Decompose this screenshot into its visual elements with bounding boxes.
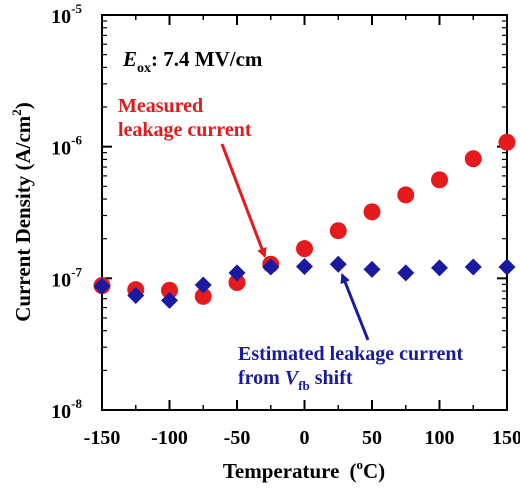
x-tick-label: 150 (492, 427, 520, 449)
y-tick-label: 10-8 (51, 396, 82, 423)
measured-annotation-line2: leakage current (118, 119, 252, 141)
measured-arrow (220, 143, 267, 259)
x-tick-label: -100 (151, 427, 188, 449)
x-tick-label: -150 (84, 427, 121, 449)
measured-point (363, 203, 381, 221)
y-tick-label: 10-7 (51, 264, 82, 291)
x-axis-label: Temperature (oC) (223, 457, 385, 483)
estimated-arrow (340, 273, 370, 341)
estimated-point (228, 264, 246, 282)
measured-point (194, 287, 212, 305)
x-tick-label: 0 (300, 427, 310, 449)
y-tick-label: 10-6 (51, 133, 82, 160)
y-tick-label: 10-5 (51, 1, 82, 28)
estimated-point (127, 287, 145, 305)
x-tick-label: 50 (362, 427, 382, 449)
measured-point (397, 186, 415, 204)
measured-point (431, 171, 448, 189)
estimated-point (397, 264, 415, 282)
estimated-point (194, 276, 212, 294)
data-series (93, 133, 516, 309)
estimated-annotation-line2: from Vfb shift (238, 367, 353, 393)
measured-annotation-line1: Measured (118, 95, 203, 117)
axis-ticks (101, 14, 508, 411)
measured-point (498, 133, 516, 151)
estimated-point (431, 259, 448, 277)
measured-point (329, 222, 347, 240)
measured-point (464, 150, 482, 168)
oxide-field-label: Eox: 7.4 MV/cm (122, 47, 263, 76)
estimated-point (498, 258, 516, 276)
measured-point (228, 273, 246, 291)
estimated-point (161, 291, 178, 309)
x-tick-label: 100 (425, 427, 455, 449)
estimated-point (329, 255, 347, 273)
x-tick-label: -50 (224, 427, 251, 449)
estimated-annotation-line1: Estimated leakage current (238, 343, 463, 365)
y-axis-label: Current Density (A/cm2) (9, 102, 35, 322)
estimated-point (363, 260, 381, 278)
estimated-point (296, 257, 313, 275)
estimated-point (262, 258, 280, 276)
measured-point (296, 240, 313, 258)
measured-point (161, 281, 178, 299)
estimated-point (464, 258, 482, 276)
axis-tick-labels: -150 -100 -50 0 50 100 150 10-8 10-7 10-6 10-5 (51, 1, 520, 449)
estimated-point (93, 277, 111, 295)
